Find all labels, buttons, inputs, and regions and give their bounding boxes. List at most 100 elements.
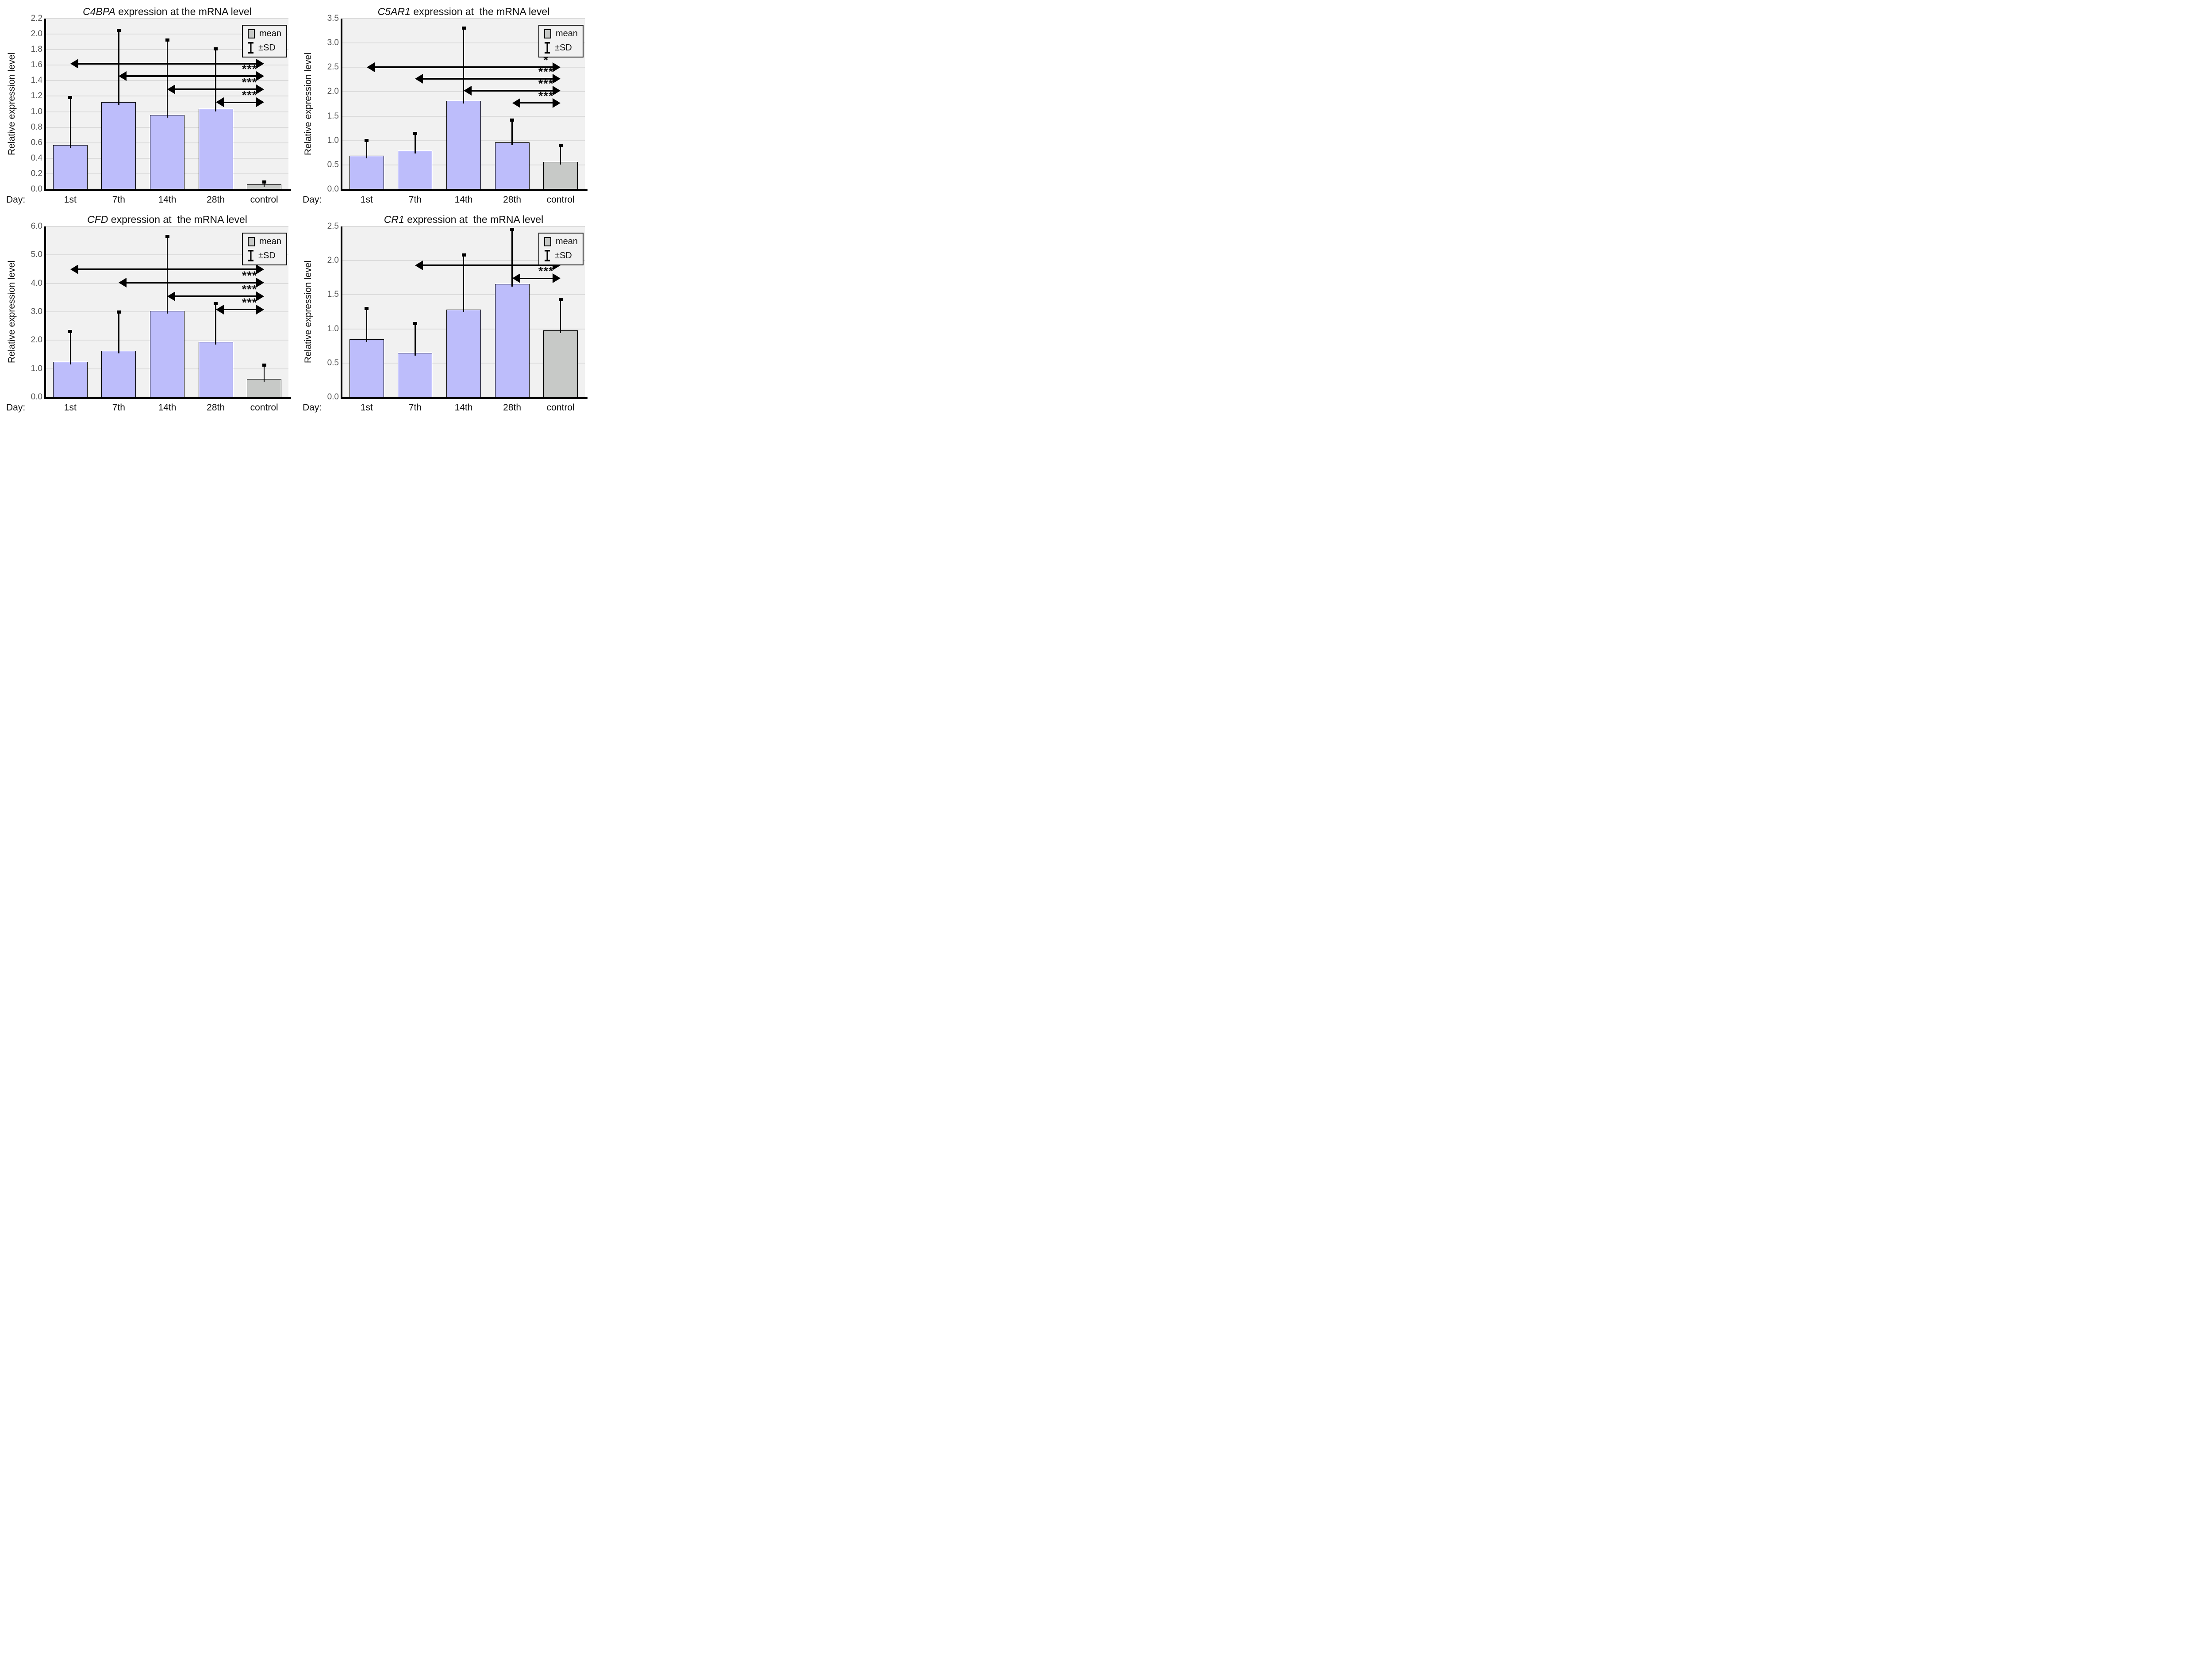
legend-sd-label: ±SD [554, 42, 572, 53]
y-tick-label: 3.5 [327, 14, 339, 23]
legend-sd-row: ±SD [544, 250, 578, 261]
error-bar [69, 97, 71, 148]
y-tick-label: 0.8 [31, 122, 42, 132]
sd-errorbar-icon [544, 250, 550, 261]
significance-stars: *** [242, 62, 257, 76]
error-bar [415, 322, 416, 356]
error-bar-cap [214, 47, 218, 50]
arrowhead-left-icon [464, 86, 472, 96]
x-category-label: control [546, 402, 575, 413]
significance-stars: *** [538, 65, 554, 78]
bar-1st [53, 361, 88, 397]
x-category-label: 7th [408, 402, 422, 413]
day-prefix-label: Day: [303, 402, 322, 413]
y-tick-label: 0.0 [31, 184, 42, 194]
panel-cr1: CR1 expression at the mRNA level Relative… [296, 208, 593, 416]
bar-control [543, 162, 578, 189]
day-prefix-label: Day: [6, 402, 26, 413]
error-bar [560, 299, 561, 333]
significance-arrow [516, 102, 557, 104]
significance-stars: *** [242, 282, 257, 296]
error-bar-cap [262, 180, 266, 184]
significance-stars: *** [242, 88, 257, 102]
arrowhead-left-icon [512, 273, 520, 284]
y-tick-label: 0.0 [31, 392, 42, 402]
mean-swatch-icon [544, 237, 551, 246]
y-tick-label: 3.0 [31, 307, 42, 316]
bar-14th [150, 115, 184, 189]
x-category-label: 14th [454, 195, 473, 205]
legend-sd-row: ±SD [248, 250, 281, 261]
error-bar [69, 331, 71, 364]
error-bar-cap [558, 144, 563, 147]
x-category-label: 28th [207, 195, 225, 205]
chart-title: C4BPA expression at the mRNA level [46, 5, 288, 18]
x-category-label: 28th [503, 195, 522, 205]
sd-errorbar-icon [248, 42, 253, 54]
arrowhead-left-icon [119, 71, 127, 81]
x-category-label: 14th [454, 402, 473, 413]
gridline [46, 18, 288, 19]
significance-arrow [468, 90, 557, 92]
day-prefix-label: Day: [303, 195, 322, 205]
gridline [46, 226, 288, 227]
arrowhead-right-icon [256, 84, 265, 94]
sd-errorbar-icon [544, 42, 550, 54]
legend: mean ±SD [538, 233, 584, 265]
legend-mean-label: mean [259, 29, 281, 38]
y-tick-label: 2.0 [327, 256, 339, 265]
y-tick-label: 5.0 [31, 250, 42, 260]
significance-stars: *** [538, 264, 554, 278]
arrowhead-right-icon [256, 304, 265, 314]
legend: mean ±SD [242, 25, 287, 57]
error-bar-cap [413, 322, 417, 325]
bar-1st [349, 339, 384, 397]
legend: mean ±SD [538, 25, 584, 57]
gene-name: CFD [87, 214, 108, 225]
arrowhead-left-icon [119, 278, 127, 288]
arrowhead-left-icon [415, 73, 423, 84]
panel-c5ar1: C5AR1 expression at the mRNA level Relati… [296, 0, 593, 208]
y-tick-label: 6.0 [31, 222, 42, 231]
error-bar [463, 27, 465, 104]
y-axis-line [341, 19, 342, 191]
bar-7th [398, 353, 433, 397]
y-tick-label: 1.0 [327, 135, 339, 145]
y-tick-label: 0.4 [31, 153, 42, 163]
x-axis-line [341, 189, 588, 191]
error-bar-cap [214, 302, 218, 306]
error-bar [215, 48, 216, 111]
y-tick-label: 0.5 [327, 160, 339, 169]
error-bar [511, 228, 513, 287]
legend-mean-row: mean [544, 29, 578, 39]
y-tick-label: 3.0 [327, 38, 339, 48]
bar-7th [101, 351, 136, 397]
gridline [342, 18, 585, 19]
arrowhead-right-icon [553, 73, 561, 84]
legend-sd-label: ±SD [258, 250, 276, 261]
y-tick-label: 2.5 [327, 62, 339, 72]
legend-sd-label: ±SD [554, 250, 572, 261]
title-text: expression at the mRNA level [115, 6, 252, 17]
bar-control [543, 330, 578, 397]
y-tick-label: 1.5 [327, 290, 339, 299]
x-category-label: 1st [64, 402, 77, 413]
x-category-label: 1st [360, 402, 373, 413]
x-category-label: 14th [158, 402, 177, 413]
y-tick-label: 1.2 [31, 91, 42, 101]
y-tick-label: 1.0 [31, 364, 42, 373]
error-bar-cap [365, 138, 369, 142]
arrowhead-left-icon [70, 58, 78, 69]
bar-7th [101, 102, 136, 189]
arrowhead-left-icon [366, 62, 375, 73]
error-bar [366, 139, 368, 158]
chart-title: CFD expression at the mRNA level [46, 213, 288, 226]
arrowhead-right-icon [256, 71, 265, 81]
bar-14th [150, 311, 184, 397]
error-bar [560, 145, 561, 165]
error-bar-cap [262, 364, 266, 367]
error-bar-cap [510, 119, 515, 122]
chart-title: CR1 expression at the mRNA level [342, 213, 585, 226]
legend-mean-row: mean [544, 237, 578, 247]
y-tick-label: 1.0 [327, 324, 339, 333]
